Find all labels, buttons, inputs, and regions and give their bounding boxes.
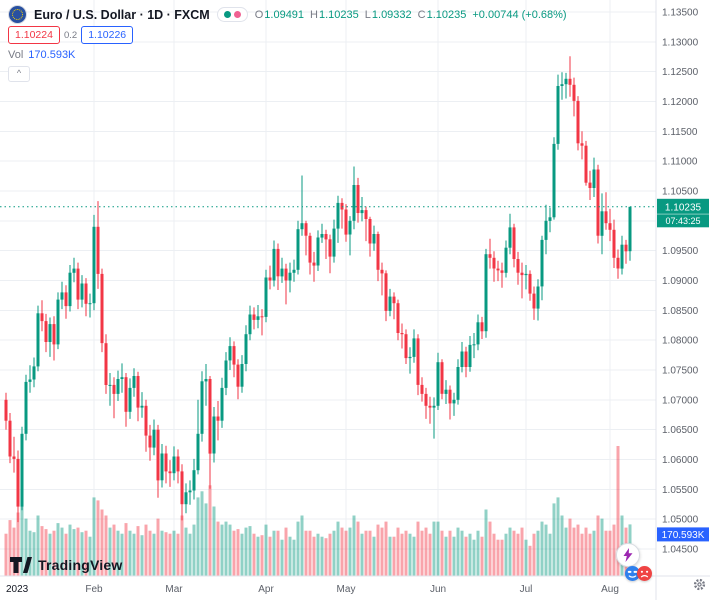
symbol-title[interactable]: Euro / U.S. Dollar · 1D · FXCM [34,7,210,22]
low-value: 1.09332 [371,8,412,21]
svg-text:Jun: Jun [430,584,446,595]
price-grid: 1.04500 1.05000 1.05500 1.06000 1.06500 1.070… [0,8,699,556]
quote-row: 1.10224 0.2 1.10226 [8,26,134,44]
emoji-reaction-blue-icon[interactable] [625,566,640,581]
volume-legend: Vol 170.593K [8,49,75,61]
volume-bars [4,446,632,576]
chevron-up-icon: ^ [16,68,22,78]
svg-text:Apr: Apr [258,584,274,595]
open-label: O [254,8,264,21]
volume-label: Vol [8,49,24,61]
volume-axis-label: 170.593K [657,527,709,542]
spread-value: 0.2 [63,29,78,41]
svg-text:1.08000: 1.08000 [662,336,699,347]
time-axis[interactable] [0,576,656,600]
boost-button[interactable] [616,543,640,567]
axis-settings-button[interactable] [693,578,706,596]
tradingview-attribution[interactable]: TradingView [10,557,122,573]
legend-color-pill[interactable] [216,7,248,22]
svg-text:1.05000: 1.05000 [662,515,699,526]
high-value: 1.10235 [319,8,359,21]
svg-text:1.10500: 1.10500 [662,187,699,198]
svg-text:Feb: Feb [85,584,103,595]
svg-text:1.11500: 1.11500 [662,127,698,138]
svg-text:1.09000: 1.09000 [662,276,699,287]
svg-text:1.13500: 1.13500 [662,8,699,19]
svg-text:1.07000: 1.07000 [662,395,699,406]
svg-text:1.10235: 1.10235 [665,202,702,213]
svg-text:07:43:25: 07:43:25 [665,216,700,226]
tradingview-wordmark: TradingView [38,557,123,573]
tradingview-logo-icon [10,557,32,573]
mood-reactions[interactable] [625,566,652,581]
change-value: +0.00744 (+0.68%) [472,8,567,21]
bid-button[interactable]: 1.10224 [8,26,60,44]
down-color-dot-icon [233,11,241,18]
ohlc-readout: O1.09491 H1.10235 L1.09332 C1.10235 +0.0… [255,9,567,21]
svg-text:1.12000: 1.12000 [662,97,699,108]
svg-text:1.04500: 1.04500 [662,545,699,556]
emoji-reaction-red-icon[interactable] [637,566,652,581]
symbol-header: Euro / U.S. Dollar · 1D · FXCM O1.09491 … [8,5,567,24]
svg-text:1.06000: 1.06000 [662,455,699,466]
svg-text:170.593K: 170.593K [662,530,705,541]
low-label: L [364,8,371,21]
svg-text:1.07500: 1.07500 [662,366,699,377]
svg-text:Aug: Aug [601,584,619,595]
svg-text:1.13000: 1.13000 [662,37,699,48]
close-value: 1.10235 [426,8,467,21]
svg-text:1.06500: 1.06500 [662,425,699,436]
svg-text:1.11000: 1.11000 [662,157,698,168]
svg-text:2023: 2023 [6,584,29,595]
svg-text:1.05500: 1.05500 [662,485,699,496]
symbol-logo-icon [8,5,27,24]
svg-text:1.12500: 1.12500 [662,67,699,78]
high-label: H [310,8,318,21]
svg-text:1.09500: 1.09500 [662,246,699,257]
price-axis[interactable] [656,0,710,576]
svg-text:1.08500: 1.08500 [662,306,699,317]
lightning-icon [623,548,633,562]
svg-text:Mar: Mar [165,584,183,595]
svg-text:May: May [337,584,356,595]
gear-icon [693,578,706,591]
svg-text:Jul: Jul [520,584,533,595]
open-value: 1.09491 [264,8,305,21]
volume-value: 170.593K [28,49,76,61]
close-label: C [417,8,426,21]
collapse-legend-button[interactable]: ^ [8,66,30,82]
candles [4,56,632,523]
last-price-label: 1.10235 07:43:25 [657,198,709,228]
up-color-dot-icon [223,11,231,18]
ask-button[interactable]: 1.10226 [81,26,134,44]
